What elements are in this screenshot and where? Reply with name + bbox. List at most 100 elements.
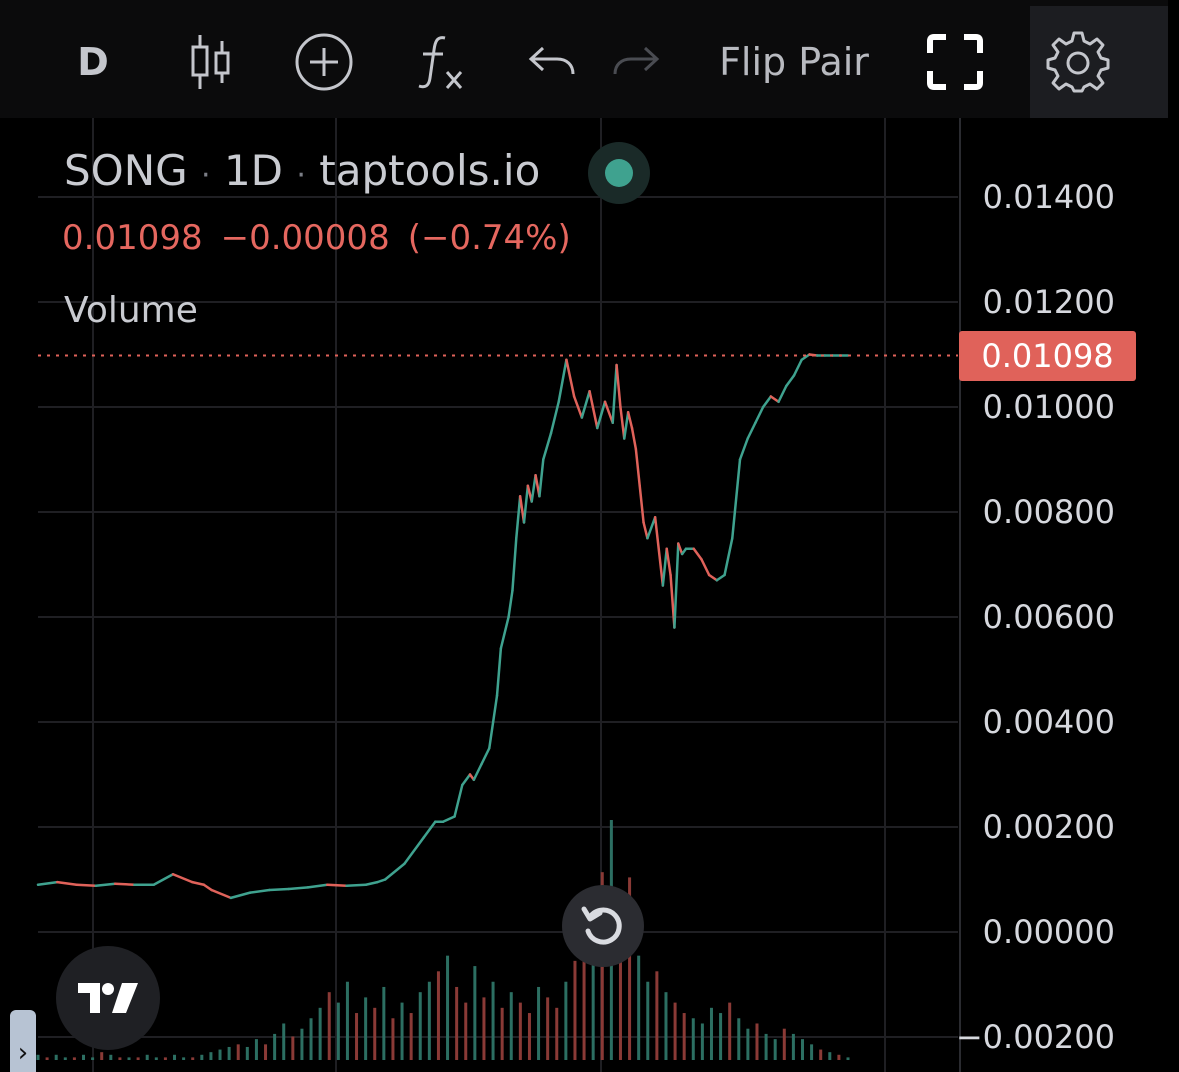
volume-bar bbox=[209, 1052, 213, 1060]
price-segment bbox=[488, 694, 499, 750]
price-segment bbox=[499, 615, 510, 650]
gear-icon[interactable] bbox=[1044, 22, 1112, 102]
price-tick-label: 0.01400 bbox=[982, 178, 1115, 216]
volume-bar bbox=[391, 1018, 395, 1060]
volume-bar bbox=[145, 1054, 149, 1060]
price-tick-label: 0.00800 bbox=[982, 493, 1115, 531]
volume-bar bbox=[227, 1046, 231, 1060]
price-segment bbox=[511, 537, 518, 592]
price-segment bbox=[588, 390, 599, 430]
price-segment bbox=[746, 421, 757, 440]
legend-last-price: 0.01098 bbox=[62, 218, 203, 258]
price-segment bbox=[557, 358, 568, 403]
volume-bar bbox=[273, 1033, 277, 1060]
volume-bar bbox=[737, 1018, 741, 1060]
redo-icon[interactable] bbox=[608, 22, 664, 102]
price-segment bbox=[580, 390, 591, 419]
price-segment bbox=[630, 426, 638, 451]
volume-bar bbox=[628, 877, 632, 1060]
legend-separator: · bbox=[296, 158, 306, 193]
volume-bar bbox=[455, 986, 459, 1060]
volume-bar bbox=[782, 1028, 786, 1060]
volume-bar bbox=[109, 1054, 113, 1060]
volume-bar bbox=[72, 1057, 76, 1060]
volume-bar bbox=[200, 1054, 204, 1060]
legend-symbol: SONG bbox=[64, 146, 188, 195]
volume-bar bbox=[573, 960, 577, 1060]
candles-icon[interactable] bbox=[180, 22, 242, 102]
price-segment bbox=[646, 516, 657, 540]
volume-bar bbox=[327, 992, 331, 1060]
price-segment bbox=[642, 521, 649, 540]
interval-button[interactable]: D bbox=[77, 40, 109, 84]
volume-bar bbox=[637, 955, 641, 1060]
price-chart[interactable] bbox=[0, 118, 1179, 1072]
volume-bar bbox=[755, 1023, 759, 1060]
volume-bar bbox=[800, 1039, 804, 1060]
undo-icon[interactable] bbox=[524, 22, 580, 102]
price-tick-label: 0.00000 bbox=[982, 913, 1115, 951]
price-segment bbox=[615, 363, 622, 409]
volume-bar bbox=[236, 1044, 240, 1060]
volume-bar bbox=[646, 981, 650, 1060]
volume-bar bbox=[318, 1007, 322, 1060]
market-status-indicator[interactable] bbox=[588, 142, 650, 204]
reset-chart-button[interactable] bbox=[562, 885, 644, 967]
legend-values: 0.01098 −0.00008 (−0.74%) bbox=[62, 218, 589, 258]
price-segment bbox=[661, 547, 668, 587]
volume-bar bbox=[682, 1013, 686, 1060]
volume-bar bbox=[728, 1002, 732, 1060]
price-segment bbox=[383, 862, 406, 881]
price-segment bbox=[754, 405, 765, 424]
volume-bar bbox=[473, 966, 477, 1060]
price-segment bbox=[94, 882, 117, 888]
add-indicator-icon[interactable] bbox=[292, 22, 356, 102]
grid bbox=[38, 118, 958, 1072]
flip-pair-button[interactable]: Flip Pair bbox=[719, 40, 869, 84]
volume-bar bbox=[82, 1054, 86, 1060]
price-segment bbox=[522, 484, 530, 524]
price-segment bbox=[731, 458, 742, 540]
fx-icon[interactable] bbox=[412, 22, 470, 102]
volume-bar bbox=[336, 1002, 340, 1060]
volume-bar bbox=[364, 997, 368, 1060]
volume-bar bbox=[373, 1007, 377, 1060]
volume-bar bbox=[810, 1044, 814, 1060]
volume-bar bbox=[127, 1057, 131, 1060]
legend-separator: · bbox=[201, 158, 211, 193]
volume-bar bbox=[173, 1054, 177, 1060]
price-segment bbox=[480, 747, 491, 766]
tradingview-logo[interactable] bbox=[56, 946, 160, 1050]
volume-bar bbox=[254, 1039, 258, 1060]
price-segment bbox=[422, 820, 437, 839]
price-segment bbox=[538, 458, 545, 498]
volume-bar bbox=[700, 1023, 704, 1060]
expand-panel-handle[interactable]: › bbox=[10, 1010, 36, 1072]
fullscreen-icon[interactable] bbox=[922, 22, 988, 102]
price-segment bbox=[515, 495, 522, 540]
price-segment bbox=[626, 411, 634, 430]
price-segment bbox=[248, 888, 271, 894]
volume-bar bbox=[264, 1044, 268, 1060]
volume-bar bbox=[791, 1033, 795, 1060]
price-segment bbox=[403, 836, 425, 865]
price-segment bbox=[36, 880, 59, 886]
price-segment bbox=[677, 542, 684, 556]
price-segment bbox=[611, 363, 618, 424]
volume-bar bbox=[500, 1007, 504, 1060]
price-segment bbox=[171, 873, 194, 884]
volume-bar bbox=[546, 997, 550, 1060]
settings-button-bg bbox=[1030, 6, 1168, 118]
price-segment bbox=[769, 395, 780, 403]
price-segment bbox=[191, 880, 206, 886]
legend-interval: 1D bbox=[223, 146, 284, 195]
volume-bar bbox=[655, 971, 659, 1060]
legend-change-pct: (−0.74%) bbox=[407, 218, 571, 258]
price-tick-label: 0.00400 bbox=[982, 703, 1115, 741]
volume-bar bbox=[309, 1018, 313, 1060]
volume-bar bbox=[591, 903, 595, 1060]
volume-bar bbox=[464, 1002, 468, 1060]
price-segment bbox=[700, 558, 711, 577]
volume-bar bbox=[291, 1036, 295, 1060]
price-segment bbox=[326, 883, 348, 888]
